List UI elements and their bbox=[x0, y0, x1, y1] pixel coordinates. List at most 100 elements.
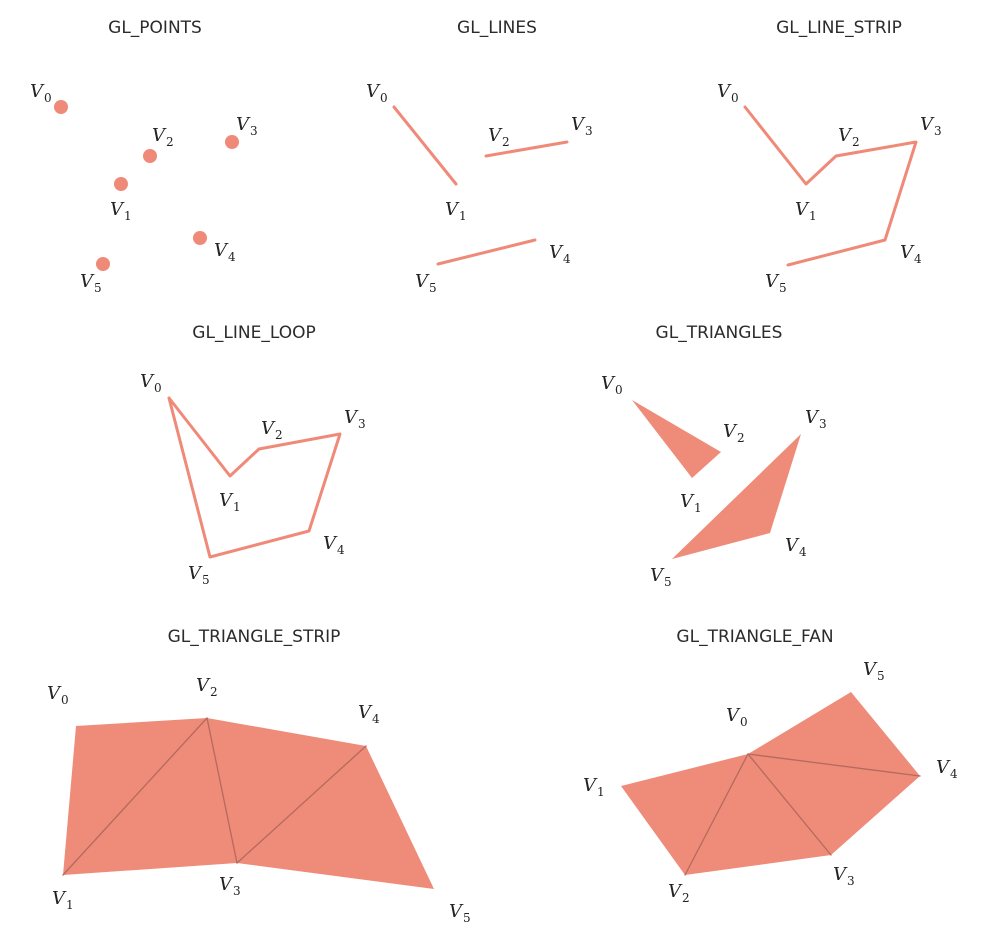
strip-triangle-2 bbox=[207, 718, 366, 863]
vertex-letter: V bbox=[549, 242, 564, 263]
vertex-label-triangles-5: V5 bbox=[650, 565, 672, 589]
panel-title-lines: GL_LINES bbox=[457, 18, 537, 38]
vertex-subscript: 5 bbox=[664, 575, 672, 589]
vertex-subscript: 4 bbox=[337, 543, 345, 557]
vertex-label-line-strip-3: V3 bbox=[920, 114, 942, 138]
vertex-subscript: 1 bbox=[809, 209, 817, 223]
vertex-label-triangle-strip-5: V5 bbox=[449, 901, 471, 925]
vertex-letter: V bbox=[152, 125, 167, 146]
vertex-letter: V bbox=[110, 199, 125, 220]
fan-triangle-1 bbox=[685, 754, 831, 875]
vertex-letter: V bbox=[219, 490, 234, 511]
vertex-label-line-strip-1: V1 bbox=[795, 199, 817, 223]
vertex-subscript: 5 bbox=[877, 669, 885, 683]
vertex-letter: V bbox=[785, 535, 800, 556]
vertex-subscript: 4 bbox=[372, 712, 380, 726]
vertex-letter: V bbox=[80, 271, 95, 292]
vertex-letter: V bbox=[805, 407, 820, 428]
vertex-label-line-loop-0: V0 bbox=[140, 371, 162, 395]
vertex-letter: V bbox=[920, 114, 935, 135]
vertex-label-triangle-strip-0: V0 bbox=[47, 683, 69, 707]
vertex-label-line-strip-4: V4 bbox=[900, 242, 922, 266]
vertex-letter: V bbox=[583, 775, 598, 796]
panel-title-line-strip: GL_LINE_STRIP bbox=[776, 18, 902, 38]
vertex-label-triangle-fan-1: V1 bbox=[583, 775, 605, 799]
line-loop-path bbox=[167, 396, 342, 559]
panel-title-triangle-fan: GL_TRIANGLE_FAN bbox=[676, 627, 833, 647]
vertex-letter: V bbox=[344, 407, 359, 428]
vertex-label-points-0: V0 bbox=[30, 81, 52, 105]
vertex-letter: V bbox=[680, 491, 695, 512]
vertex-label-lines-5: V5 bbox=[415, 271, 437, 295]
vertex-letter: V bbox=[219, 874, 234, 895]
vertex-label-lines-2: V2 bbox=[488, 125, 510, 149]
vertex-subscript: 4 bbox=[914, 252, 922, 266]
vertex-label-triangle-strip-2: V2 bbox=[196, 675, 218, 699]
vertex-subscript: 5 bbox=[94, 281, 102, 295]
vertex-label-lines-1: V1 bbox=[445, 199, 467, 223]
vertex-subscript: 0 bbox=[61, 693, 69, 707]
panel-title-line-loop: GL_LINE_LOOP bbox=[192, 323, 315, 343]
fan-triangle-0 bbox=[621, 754, 748, 875]
vertex-subscript: 5 bbox=[779, 281, 787, 295]
vertex-label-triangles-1: V1 bbox=[680, 491, 702, 515]
vertex-subscript: 3 bbox=[819, 417, 827, 431]
vertex-subscript: 1 bbox=[597, 785, 605, 799]
panel-title-triangles: GL_TRIANGLES bbox=[656, 323, 783, 343]
vertex-subscript: 5 bbox=[429, 281, 437, 295]
panel-title-points: GL_POINTS bbox=[108, 18, 202, 38]
vertex-subscript: 2 bbox=[502, 135, 510, 149]
vertex-label-triangles-3: V3 bbox=[805, 407, 827, 431]
vertex-letter: V bbox=[668, 881, 683, 902]
vertex-subscript: 1 bbox=[233, 500, 241, 514]
vertex-letter: V bbox=[30, 81, 45, 102]
vertex-subscript: 1 bbox=[459, 209, 467, 223]
vertex-subscript: 1 bbox=[66, 898, 74, 912]
strip-edge-2-3 bbox=[206, 717, 238, 864]
vertex-point-4 bbox=[193, 231, 207, 245]
fan-edge-0-4 bbox=[747, 753, 921, 777]
vertex-label-triangle-strip-4: V4 bbox=[358, 702, 380, 726]
vertex-letter: V bbox=[140, 371, 155, 392]
vertex-label-line-strip-5: V5 bbox=[765, 271, 787, 295]
vertex-label-triangle-fan-3: V3 bbox=[833, 864, 855, 888]
vertex-point-3 bbox=[225, 135, 239, 149]
triangle-1 bbox=[672, 434, 801, 559]
vertex-letter: V bbox=[863, 659, 878, 680]
vertex-subscript: 3 bbox=[847, 874, 855, 888]
vertex-letter: V bbox=[445, 199, 460, 220]
vertex-label-triangle-fan-2: V2 bbox=[668, 881, 690, 905]
line-segment-1 bbox=[484, 140, 569, 158]
vertex-label-line-strip-2: V2 bbox=[838, 125, 860, 149]
vertex-point-0 bbox=[54, 100, 68, 114]
triangle-0 bbox=[632, 400, 721, 478]
strip-triangle-3 bbox=[237, 746, 434, 889]
vertex-letter: V bbox=[188, 563, 203, 584]
vertex-subscript: 1 bbox=[694, 501, 702, 515]
vertex-subscript: 0 bbox=[44, 91, 52, 105]
vertex-label-lines-3: V3 bbox=[571, 114, 593, 138]
vertex-label-triangle-fan-5: V5 bbox=[863, 659, 885, 683]
vertex-label-triangles-0: V0 bbox=[601, 373, 623, 397]
fan-edge-0-2 bbox=[684, 753, 749, 876]
vertex-subscript: 1 bbox=[124, 209, 132, 223]
vertex-label-points-2: V2 bbox=[152, 125, 174, 149]
vertex-label-triangle-strip-1: V1 bbox=[52, 888, 74, 912]
vertex-letter: V bbox=[765, 271, 780, 292]
vertex-label-line-loop-5: V5 bbox=[188, 563, 210, 587]
vertex-subscript: 2 bbox=[852, 135, 860, 149]
vertex-subscript: 2 bbox=[210, 685, 218, 699]
line-segment-0 bbox=[392, 105, 458, 186]
vertex-label-points-5: V5 bbox=[80, 271, 102, 295]
vertex-label-line-loop-4: V4 bbox=[323, 533, 345, 557]
vertex-subscript: 3 bbox=[233, 884, 241, 898]
vertex-label-triangle-strip-3: V3 bbox=[219, 874, 241, 898]
